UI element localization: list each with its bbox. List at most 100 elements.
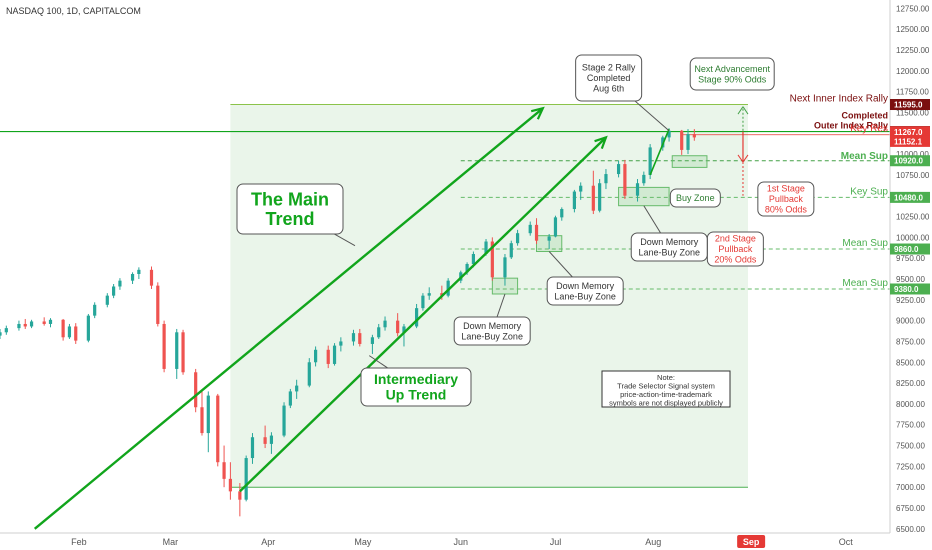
price-axis-bg [890,0,932,550]
next-advance-label-line: Stage 90% Odds [698,74,767,84]
candle [23,318,27,329]
candle [692,129,696,141]
note-text-line: Note: [657,373,675,382]
candle-body [667,130,671,138]
candle-body [579,185,583,192]
candle [591,170,595,215]
chart-title: NASDAQ 100, 1D, CAPITALCOM [6,6,141,16]
price-tag-bg [890,99,930,111]
candle-body [206,395,210,434]
main-trend-label-line: The Main [251,190,329,210]
y-tick-label: 10250.00 [896,213,930,222]
candle-body [503,257,507,278]
x-tick-label: May [354,537,372,547]
candle-body [288,391,292,406]
candle-body [200,407,204,434]
level-note: Completed [841,111,888,121]
candle-body [61,319,65,338]
candle-body [490,241,494,278]
x-tick-label: Aug [645,537,661,547]
candle [326,345,330,369]
x-tick-label: Apr [261,537,275,547]
level-note: Outer Index Rally [814,121,888,131]
candle [377,323,381,339]
candle-body [42,321,46,324]
candle [238,483,242,517]
y-tick-label: 7750.00 [896,421,925,430]
candle-body [307,362,311,386]
candle [228,462,232,500]
candle-body [228,478,232,492]
price-tag-text: 10480.0 [894,193,923,202]
candle-body [48,319,53,324]
level-note: Key Sup [850,186,888,197]
pullback1-label-line: Pullback [769,194,804,204]
candle-body [591,185,595,211]
candle [579,182,583,200]
candle-body [23,323,27,327]
candle [200,391,204,436]
y-tick-label: 12250.00 [896,46,930,55]
candle [635,179,640,202]
main-trend-line [33,107,544,530]
pullback1-arrowhead [737,154,744,163]
candle-body [194,372,198,408]
next-advance-label-box [689,57,775,91]
candle [93,302,97,319]
candle-body [680,130,684,150]
y-tick-label: 7250.00 [896,462,925,471]
intermediary-trend-line [239,136,607,493]
candle-body [112,286,116,296]
candle [130,272,135,284]
dml-zone-label-3-line: Down Memory [640,237,699,247]
price-tag: 10480.0 [890,191,930,203]
pullback2-label-line: 2nd Stage [715,234,756,244]
candle [427,287,431,300]
candle-body [692,134,696,138]
y-tick-label: 10750.00 [896,171,930,180]
candle [118,278,122,290]
advance-arrowhead [742,106,749,115]
candle [263,425,267,449]
price-tag-bg [890,135,930,147]
buy-zone-label-box [669,188,721,208]
price-tag: 9860.0 [890,243,930,255]
y-tick-label: 12000.00 [896,67,930,76]
dml-zone-label-1-line: Lane-Buy Zone [461,331,523,341]
dml-zone-label-1-box [453,316,531,346]
candle [194,368,198,413]
intermediary-trend-label-box [360,367,472,407]
candle [370,334,375,354]
candle [295,379,299,399]
candle-body [105,295,109,305]
candle-body [623,164,627,196]
y-tick-label: 10000.00 [896,233,930,242]
candle [490,237,494,281]
y-tick-label: 9000.00 [896,317,925,326]
candle-body [282,405,286,436]
candle [686,129,690,155]
price-tag-bg [890,155,930,167]
candle-body [86,315,90,341]
candle [332,343,337,366]
note-box: Note:Trade Selector Signal systemprice-a… [601,370,731,408]
candle [351,329,356,346]
candle [244,455,248,502]
candle [642,171,646,186]
level-note: Next Inner Index Rally [790,94,888,105]
note-box-border [601,370,731,408]
candle [616,160,621,178]
candle [503,254,507,286]
y-tick-label: 7500.00 [896,442,925,451]
candle-body [175,332,179,369]
candle-body [74,326,78,341]
price-tag-text: 11595.0 [894,101,923,110]
price-tag: 11267.0 [890,126,930,138]
